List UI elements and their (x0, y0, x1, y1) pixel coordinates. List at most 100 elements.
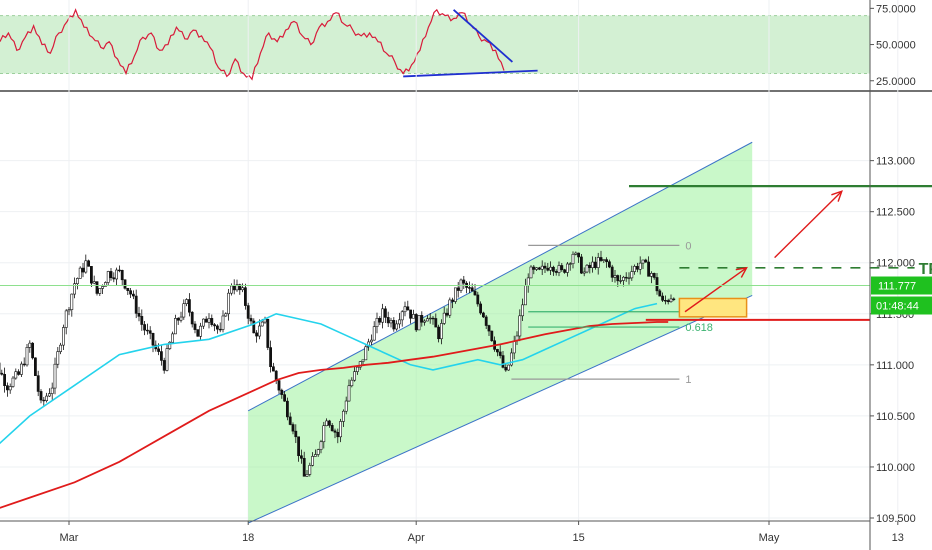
candle-body (104, 282, 107, 287)
candle-body (327, 420, 331, 426)
candle-body (213, 324, 217, 327)
candle-body (495, 349, 499, 353)
candle-body (621, 276, 625, 281)
candle-body (512, 340, 516, 354)
candle-body (630, 271, 634, 279)
candle-body (641, 259, 645, 264)
candle-body (134, 295, 138, 314)
candle-body (509, 352, 513, 366)
oscillator-tick-label: 50.0000 (876, 40, 916, 52)
candle-body (649, 273, 653, 277)
candle-body (481, 312, 485, 318)
candle-body (372, 326, 376, 341)
price-tick-label: 111.000 (876, 360, 914, 372)
candle-body (638, 262, 642, 270)
price-tick-label: 109.500 (876, 513, 916, 525)
candle-body (484, 316, 488, 326)
oscillator-trendline (453, 9, 513, 63)
candle-body (392, 320, 396, 330)
candle-body (658, 290, 662, 297)
candle-body (619, 280, 623, 282)
candle-body (610, 266, 614, 278)
candle-body (445, 312, 449, 316)
candle-body (333, 430, 337, 433)
candle-body (666, 300, 670, 303)
candle-body (325, 420, 329, 427)
candle-body (0, 372, 4, 375)
countdown-badge-bg (871, 296, 932, 315)
last-price-badge-bg (871, 276, 932, 295)
candle-body (473, 290, 477, 296)
candle-body (190, 311, 194, 325)
candle-body (448, 299, 452, 316)
candle-body (3, 374, 7, 386)
candle-body (406, 306, 410, 311)
candle-body (132, 293, 135, 297)
time-axis: Mar18Apr15May1322Jun (60, 521, 904, 544)
candle-body (582, 271, 586, 274)
take-profit-label: TP1 (919, 261, 932, 278)
candle-body (165, 348, 169, 371)
candle-body (36, 375, 40, 392)
candle-body (627, 277, 631, 279)
candle-body (453, 287, 457, 302)
candle-body (554, 271, 558, 273)
candle-body (42, 399, 46, 402)
candle-body (557, 265, 561, 273)
candle-body (565, 263, 569, 273)
oscillator-trendline (403, 69, 538, 78)
arrow-shaft (774, 190, 843, 259)
candle-body (462, 279, 466, 284)
candle-body (87, 260, 91, 267)
candle-body (574, 252, 578, 255)
direction-arrows (684, 190, 843, 313)
candle-body (624, 276, 628, 279)
channel-lower-line (247, 294, 753, 524)
candle-body (252, 320, 256, 334)
candle-body (59, 344, 63, 352)
candle-body (193, 323, 197, 330)
candle-body (389, 320, 393, 324)
candle-body (593, 261, 597, 268)
candle-body (529, 266, 533, 279)
candle-body (283, 394, 287, 402)
candle-body (579, 256, 583, 274)
candlesticks (0, 250, 676, 477)
candle-body (434, 318, 438, 328)
candle-body (182, 303, 186, 318)
oscillator-tick-label: 75.0000 (876, 3, 916, 15)
candle-body (232, 285, 236, 291)
candle-body (437, 326, 441, 340)
candle-body (501, 355, 505, 368)
candle-body (400, 311, 404, 321)
fib-level-label: 0.618 (685, 322, 713, 334)
candle-body (137, 313, 141, 317)
arrow-head (831, 190, 843, 202)
candle-body (563, 269, 567, 273)
candle-body (280, 389, 284, 395)
candle-body (56, 351, 60, 365)
candle-body (244, 287, 247, 306)
price-tick-label: 113.000 (876, 156, 915, 168)
candle-body (118, 269, 121, 272)
time-tick-label: 18 (242, 532, 254, 544)
candle-body (316, 449, 320, 455)
time-tick-label: May (759, 532, 780, 544)
candle-body (174, 318, 177, 335)
candle-body (403, 306, 407, 313)
candle-body (383, 308, 387, 318)
candle-body (344, 400, 348, 412)
candle-body (288, 416, 292, 425)
candle-body (308, 465, 312, 475)
countdown-label: 01:48:44 (876, 301, 919, 313)
candle-body (140, 316, 144, 325)
candle-body (92, 281, 96, 284)
candle-body (129, 290, 133, 295)
candle-body (498, 351, 502, 356)
candle-body (176, 318, 180, 321)
candle-body (291, 424, 295, 432)
candle-body (395, 323, 399, 330)
candle-body (381, 308, 385, 323)
